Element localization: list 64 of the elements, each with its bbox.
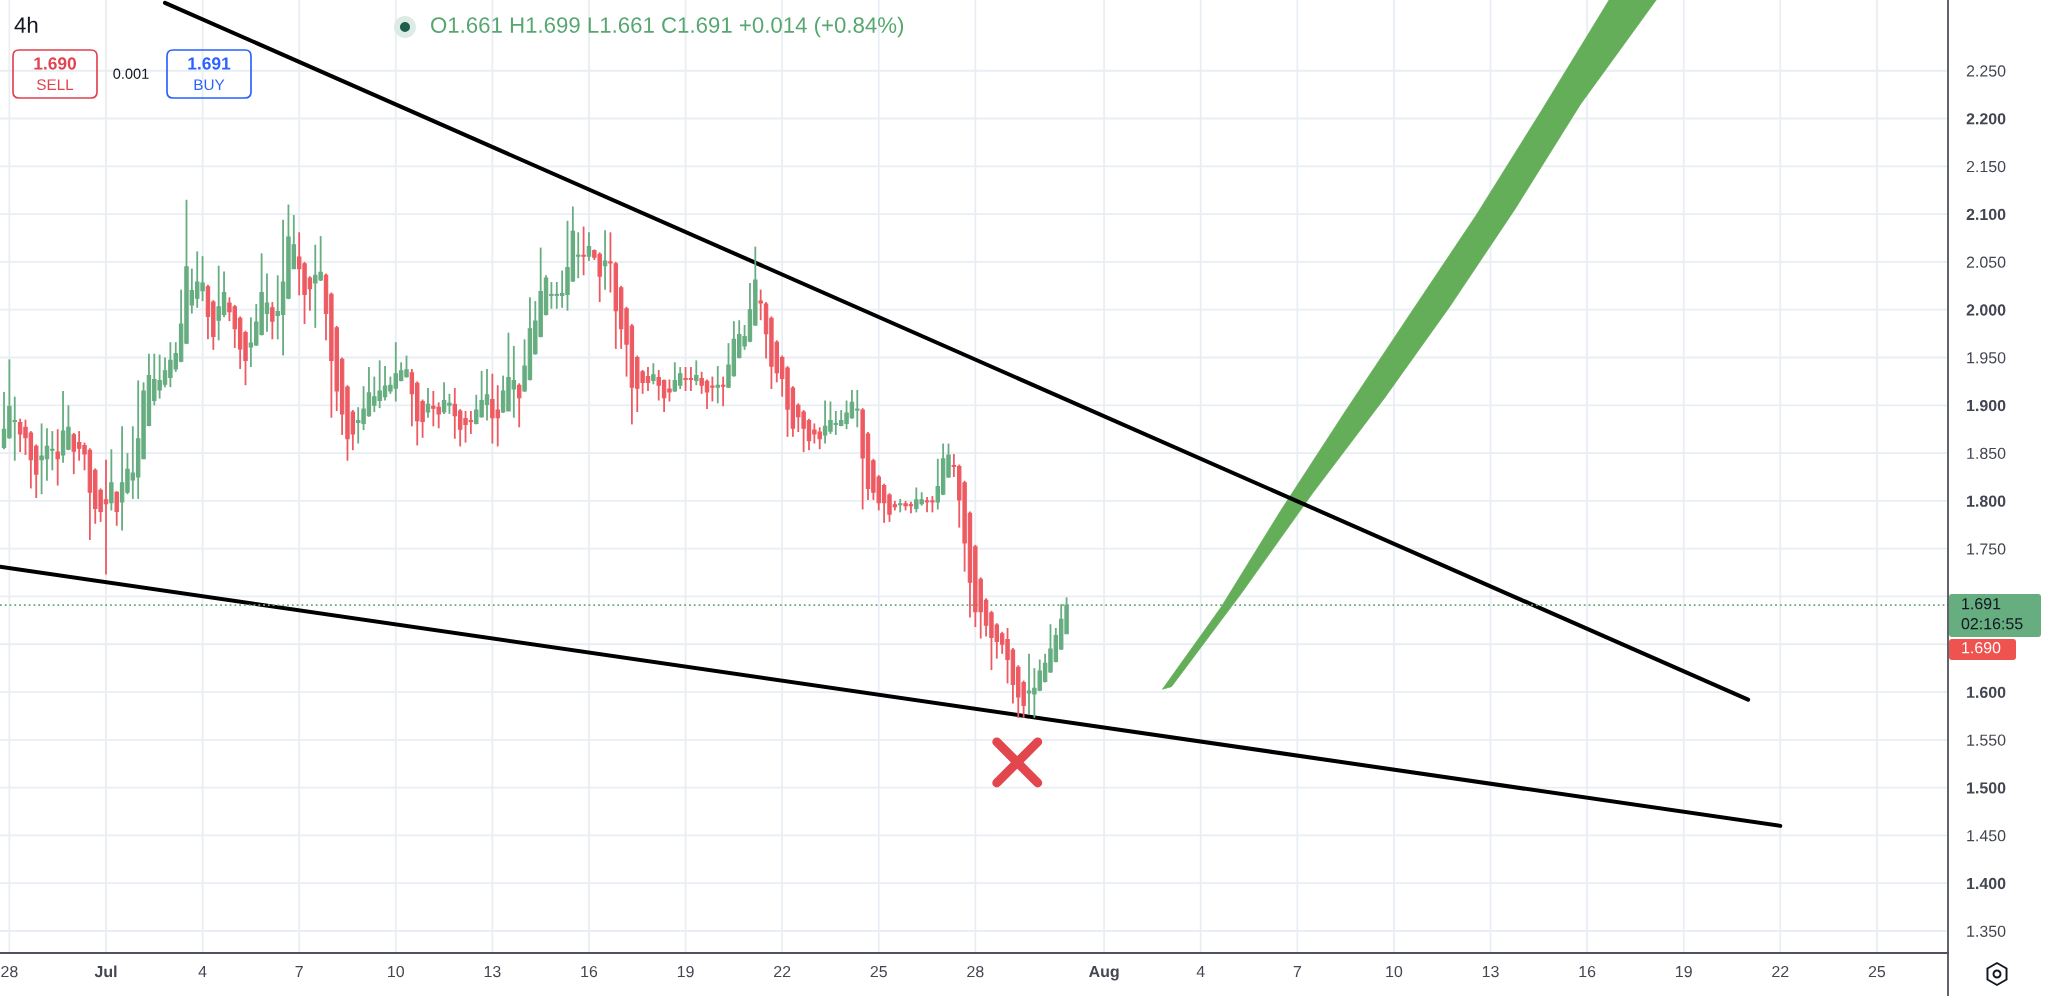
annotation: SELL (37, 79, 74, 91)
x-tick-label: 7 (1293, 966, 1301, 978)
candlestick (694, 359, 699, 387)
y-tick-label: 2.150 (1966, 160, 2006, 173)
x-tick-label: 22 (1772, 965, 1789, 978)
candlestick (651, 362, 656, 386)
x-tick-label: 4 (198, 966, 207, 978)
text: O1.661 H1.699 L1.661 C1.691 +0.014 (+0.84%) (431, 16, 904, 38)
x-tick-label: 28 (967, 965, 984, 978)
candlestick (581, 225, 586, 277)
candlestick (677, 366, 683, 390)
annotation: 1.691 (188, 57, 231, 70)
y-tick-label: 1.900 (1967, 399, 2006, 412)
x-tick-label: 25 (1868, 965, 1886, 978)
y-tick-label: 1.600 (1967, 686, 2006, 698)
text: 02:16:55 (1961, 618, 2023, 630)
candlestick (586, 231, 592, 262)
x-tick-label: Aug (1089, 966, 1119, 981)
candlestick (55, 428, 60, 487)
x-tick-label: 19 (1676, 965, 1692, 978)
x-tick-label: 19 (677, 965, 694, 978)
candlestick (71, 432, 77, 476)
candlestick (114, 490, 119, 527)
x-tick-label: 13 (1482, 965, 1499, 978)
candlestick (715, 365, 720, 405)
y-tick-label: 1.350 (1967, 925, 2006, 937)
ref-line-label: 1.691 (1962, 598, 2001, 610)
x-tick-label: 4 (1196, 966, 1205, 978)
x-tick-label: 25 (870, 965, 887, 978)
y-tick-label: 1.750 (1967, 543, 2006, 555)
x-tick-label: 7 (295, 966, 303, 978)
y-tick-label: 2.200 (1966, 113, 2006, 125)
x-tick-label: 28 (1, 965, 18, 978)
annotation: 0.001 (113, 68, 149, 79)
x-tick-label: 16 (581, 965, 598, 978)
x-tick-label: 13 (484, 965, 501, 978)
candlestick (270, 301, 275, 341)
candlestick (452, 387, 458, 440)
annotation: 1.690 (34, 57, 77, 70)
y-tick-label: 2.100 (1966, 208, 2006, 221)
x-tick-label: Jul (94, 965, 117, 978)
y-tick-label: 1.500 (1967, 782, 2006, 794)
annotation: BUY (194, 79, 225, 91)
candlestick (109, 448, 114, 512)
y-tick-label: 2.000 (1966, 304, 2006, 316)
x-tick-label: 10 (388, 965, 405, 978)
x-tick-label: 22 (774, 965, 791, 978)
y-tick-label: 1.450 (1967, 830, 2006, 842)
y-tick-label: 1.950 (1967, 352, 2006, 364)
y-tick-label: 2.050 (1966, 256, 2006, 268)
y-tick-label: 1.850 (1967, 447, 2006, 460)
candlestick (516, 382, 522, 429)
y-tick-label: 1.800 (1967, 495, 2006, 507)
candlestick (897, 498, 903, 514)
y-tick-label: 1.400 (1967, 877, 2006, 890)
x-tick-label: 16 (1579, 965, 1596, 978)
candlestick (425, 387, 431, 419)
y-tick-label: 1.550 (1967, 734, 2006, 746)
x-tick-label: 10 (1386, 965, 1403, 978)
text: 1.690 (1962, 642, 2001, 654)
candlestick (720, 375, 726, 408)
y-tick-label: 2.250 (1966, 65, 2006, 77)
candlestick (602, 229, 608, 291)
text: 4h (14, 16, 38, 33)
